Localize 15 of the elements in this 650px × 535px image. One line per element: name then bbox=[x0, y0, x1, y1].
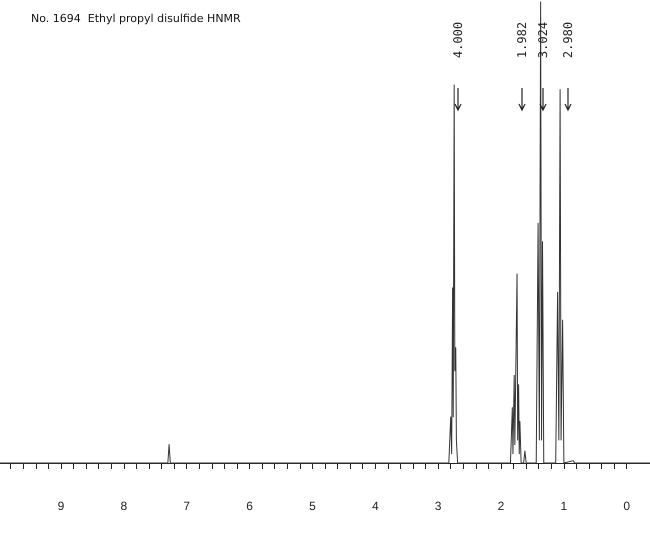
annotation: 1.982 bbox=[515, 22, 529, 58]
x-tick-label: 1 bbox=[560, 499, 568, 513]
x-tick-label: 2 bbox=[498, 499, 505, 513]
x-tick-label: 7 bbox=[183, 499, 190, 513]
x-tick-label: 0 bbox=[623, 499, 630, 513]
annotation: 2.980 bbox=[561, 22, 575, 58]
x-tick-label: 5 bbox=[309, 499, 316, 513]
x-tick-label: 9 bbox=[58, 499, 65, 513]
x-tick-label: 3 bbox=[434, 499, 442, 513]
x-tick-label: 6 bbox=[246, 499, 254, 513]
annotation: 3.024 bbox=[536, 22, 550, 58]
x-tick-label: 8 bbox=[120, 499, 128, 513]
annotation: 4.000 bbox=[451, 22, 465, 58]
x-tick-label: 4 bbox=[372, 499, 379, 513]
text: No. 1694 Ethyl propyl disulfide HNMR bbox=[31, 12, 242, 25]
